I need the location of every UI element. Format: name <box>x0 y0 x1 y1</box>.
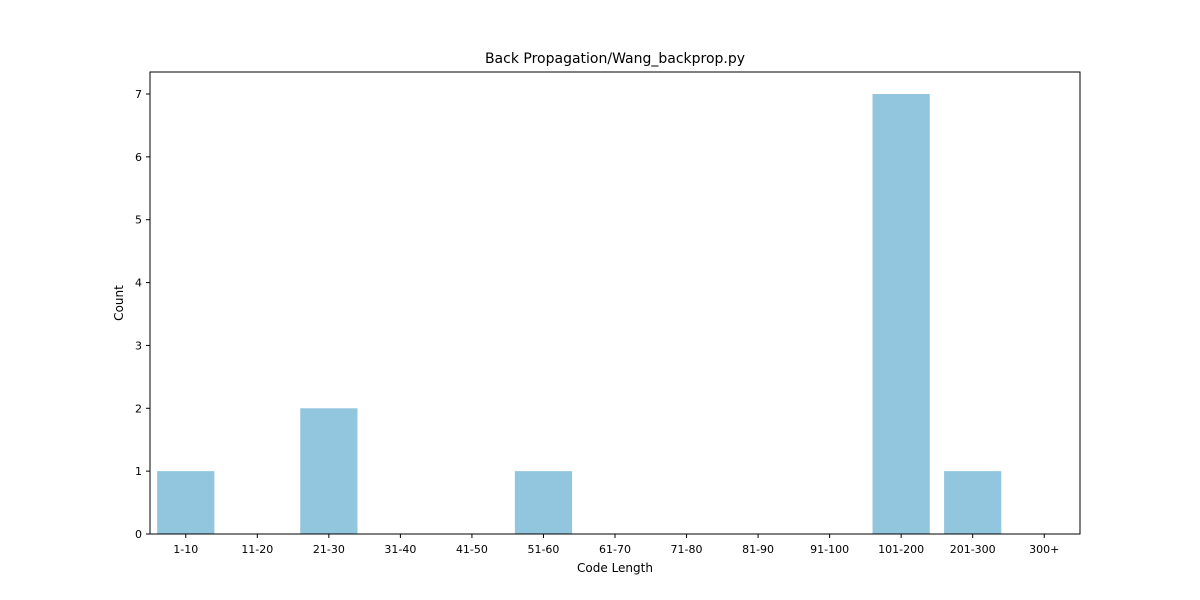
y-axis: 0 1 2 3 4 5 6 7 <box>135 88 150 541</box>
x-tick-label: 11-20 <box>241 543 273 556</box>
y-tick-label: 4 <box>135 277 142 290</box>
y-tick-label: 1 <box>135 465 142 478</box>
x-tick-label: 71-80 <box>671 543 703 556</box>
x-axis-label: Code Length <box>577 561 653 575</box>
x-tick-label: 31-40 <box>384 543 416 556</box>
bar-21-30 <box>300 408 358 534</box>
x-tick-label: 91-100 <box>810 543 849 556</box>
y-tick-label: 2 <box>135 402 142 415</box>
x-tick-label: 51-60 <box>527 543 559 556</box>
y-tick-label: 6 <box>135 151 142 164</box>
plot-frame <box>149 71 1081 535</box>
x-tick-label: 201-300 <box>950 543 996 556</box>
x-tick-label: 101-200 <box>878 543 924 556</box>
y-tick-label: 3 <box>135 339 142 352</box>
x-tick-label: 81-90 <box>742 543 774 556</box>
x-tick-label: 61-70 <box>599 543 631 556</box>
x-axis: 1-10 11-20 21-30 31-40 41-50 51-60 61-70 71-80 8… <box>173 534 1059 556</box>
x-tick-label: 300+ <box>1029 543 1059 556</box>
chart-title: Back Propagation/Wang_backprop.py <box>485 51 745 67</box>
bar-101-200 <box>872 94 930 534</box>
bar-51-60 <box>514 471 573 534</box>
y-tick-label: 5 <box>135 214 142 227</box>
x-tick-label: 1-10 <box>173 543 198 556</box>
y-tick-label: 7 <box>135 88 142 101</box>
bar-1-10 <box>157 471 215 534</box>
y-tick-label: 0 <box>135 528 142 541</box>
x-tick-label: 41-50 <box>456 543 488 556</box>
bars-group <box>157 94 1002 534</box>
bar-201-300 <box>944 471 1002 534</box>
y-axis-label: Count <box>112 285 126 321</box>
x-tick-label: 21-30 <box>313 543 345 556</box>
